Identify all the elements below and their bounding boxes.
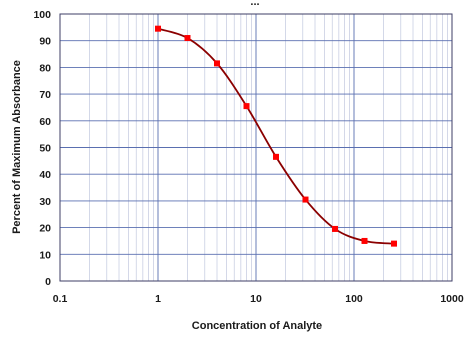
x-tick-label: 100 (345, 293, 363, 305)
y-tick-label: 80 (39, 62, 51, 74)
y-tick-label: 10 (39, 249, 51, 261)
y-tick-label: 30 (39, 196, 51, 208)
y-tick-label: 40 (39, 169, 51, 181)
x-tick-label: 1000 (440, 293, 464, 305)
data-point (361, 237, 368, 244)
y-tick-label: 60 (39, 116, 51, 128)
y-tick-label: 70 (39, 89, 51, 101)
data-point (391, 240, 398, 247)
data-point (332, 225, 339, 232)
y-tick-label: 20 (39, 223, 51, 235)
chart-title: ... (250, 0, 259, 8)
x-tick-label: 1 (155, 293, 161, 305)
plot-border (59, 13, 453, 282)
y-tick-label: 50 (39, 143, 51, 155)
data-point (184, 35, 191, 42)
y-tick-label: 100 (33, 9, 51, 21)
data-point (155, 25, 161, 32)
x-axis-title: Concentration of Analyte (192, 320, 322, 332)
x-tick-label: 0.1 (53, 293, 68, 305)
y-tick-labels: 0 10 20 30 40 50 60 70 80 90 100 (33, 9, 51, 288)
x-tick-label: 10 (250, 293, 262, 305)
x-tick-labels: 0.1 1 10 100 1000 (53, 293, 464, 305)
y-axis-title: Percent of Maximum Absorbance (11, 60, 23, 234)
data-point (243, 103, 250, 110)
series-layer (155, 25, 398, 247)
y-tick-label: 0 (45, 276, 51, 288)
data-point (273, 153, 280, 160)
data-point (214, 60, 221, 67)
plot-frame (59, 13, 453, 282)
y-tick-label: 90 (39, 36, 51, 48)
data-point (302, 196, 309, 203)
